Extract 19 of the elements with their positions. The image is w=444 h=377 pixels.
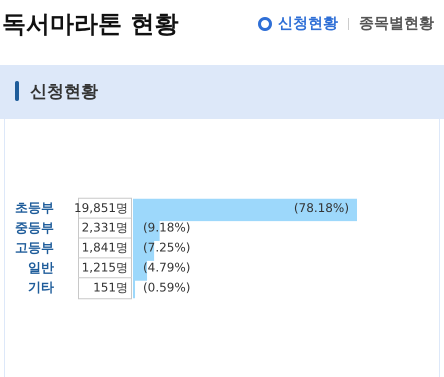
data-label: (9.18%) bbox=[143, 220, 190, 235]
y-tick-label: 중등부 bbox=[15, 220, 54, 236]
text: 신청현황 bbox=[278, 14, 338, 33]
text: 1,215명 bbox=[82, 260, 128, 275]
y-tick-label: 초등부 bbox=[15, 201, 54, 216]
text: 2,331명 bbox=[82, 220, 128, 235]
text: 19,851명 bbox=[74, 200, 128, 215]
y-tick-label: 고등부 bbox=[15, 240, 54, 256]
text: 1,841명 bbox=[82, 240, 128, 255]
y-tick-label: 기타 bbox=[28, 280, 54, 296]
y-tick-label: 일반 bbox=[28, 260, 54, 276]
text: 151명 bbox=[93, 280, 128, 294]
chart-title: 독서마라톤 현황 bbox=[2, 9, 178, 40]
data-label: (4.79%) bbox=[143, 260, 190, 275]
data-label: (7.25%) bbox=[143, 240, 190, 255]
chart-subtitle: 신청현황 bbox=[30, 81, 98, 103]
data-label: (78.18%) bbox=[294, 200, 349, 215]
data-label: (0.59%) bbox=[143, 280, 190, 294]
text: 종목별현황 bbox=[359, 14, 434, 33]
